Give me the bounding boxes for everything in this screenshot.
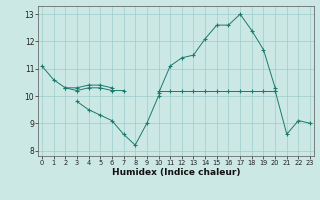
X-axis label: Humidex (Indice chaleur): Humidex (Indice chaleur) (112, 168, 240, 177)
